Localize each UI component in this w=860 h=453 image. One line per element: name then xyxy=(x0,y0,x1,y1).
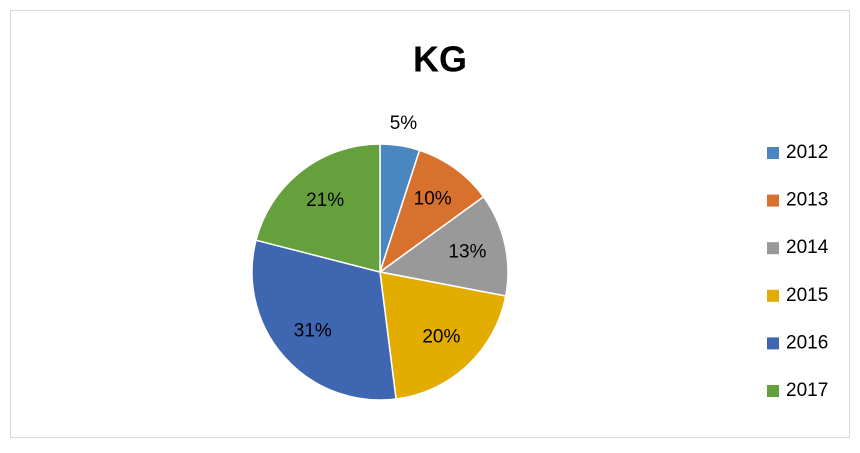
legend-swatch xyxy=(767,385,779,397)
legend-swatch xyxy=(767,194,779,207)
legend-label: 2013 xyxy=(786,190,828,211)
data-label: 5% xyxy=(390,113,418,134)
data-label: 21% xyxy=(306,190,344,211)
data-label: 13% xyxy=(448,241,486,262)
chart-title: KG xyxy=(413,39,467,80)
legend-label: 2012 xyxy=(786,142,828,163)
data-label: 10% xyxy=(414,189,452,210)
legend-swatch xyxy=(767,337,779,350)
pie-slice xyxy=(378,149,485,274)
legend-label: 2017 xyxy=(786,380,828,401)
pie-slice xyxy=(251,239,397,401)
legend-swatch xyxy=(767,147,779,159)
legend-swatch xyxy=(767,242,779,255)
legend-label: 2015 xyxy=(786,285,828,306)
pie-slice xyxy=(379,271,507,400)
legend-swatch xyxy=(767,289,779,302)
pie-slice xyxy=(255,143,381,273)
data-label: 20% xyxy=(422,326,460,347)
legend-label: 2016 xyxy=(786,332,828,353)
data-label: 31% xyxy=(294,320,332,341)
pie-slice xyxy=(378,195,509,297)
legend-label: 2014 xyxy=(786,237,829,258)
